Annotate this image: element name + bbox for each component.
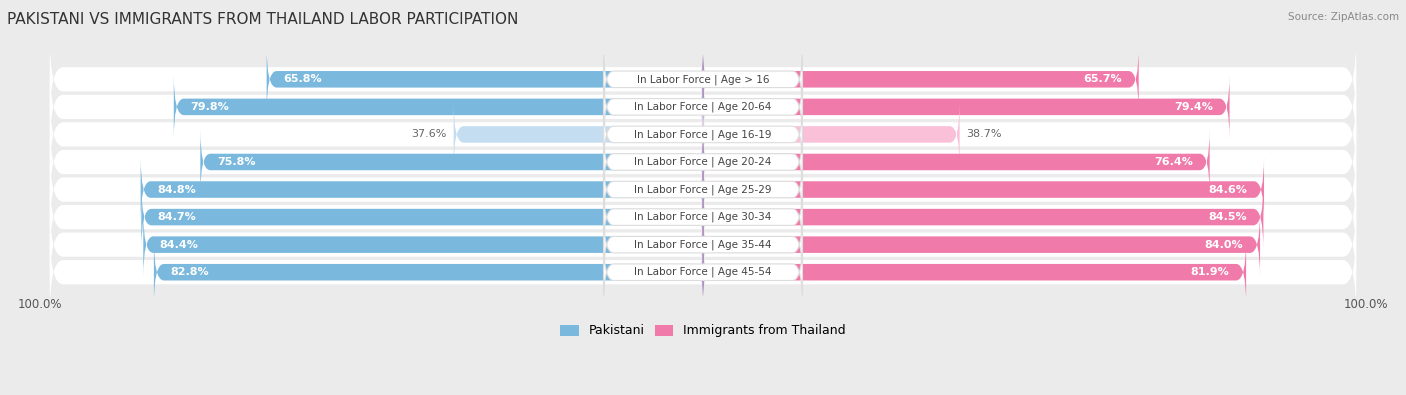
Text: 82.8%: 82.8% [170,267,209,277]
Text: 37.6%: 37.6% [412,130,447,139]
Text: 84.7%: 84.7% [157,212,197,222]
FancyBboxPatch shape [703,212,1260,278]
FancyBboxPatch shape [49,202,1357,288]
FancyBboxPatch shape [603,46,803,112]
Text: 75.8%: 75.8% [217,157,256,167]
Text: 84.0%: 84.0% [1205,240,1243,250]
FancyBboxPatch shape [603,239,803,305]
FancyBboxPatch shape [267,46,703,112]
FancyBboxPatch shape [703,46,1139,112]
Text: In Labor Force | Age 25-29: In Labor Force | Age 25-29 [634,184,772,195]
FancyBboxPatch shape [454,102,703,167]
FancyBboxPatch shape [200,129,703,195]
FancyBboxPatch shape [603,102,803,167]
FancyBboxPatch shape [603,156,803,223]
Text: 38.7%: 38.7% [966,130,1002,139]
FancyBboxPatch shape [49,174,1357,260]
Text: Source: ZipAtlas.com: Source: ZipAtlas.com [1288,12,1399,22]
FancyBboxPatch shape [49,119,1357,205]
FancyBboxPatch shape [49,229,1357,315]
FancyBboxPatch shape [153,239,703,305]
Text: 65.7%: 65.7% [1084,74,1122,84]
FancyBboxPatch shape [141,156,703,223]
FancyBboxPatch shape [703,102,960,167]
FancyBboxPatch shape [703,239,1246,305]
FancyBboxPatch shape [703,156,1264,223]
Text: In Labor Force | Age 35-44: In Labor Force | Age 35-44 [634,239,772,250]
Text: 65.8%: 65.8% [283,74,322,84]
Text: 79.4%: 79.4% [1174,102,1213,112]
FancyBboxPatch shape [703,74,1230,140]
Text: In Labor Force | Age > 16: In Labor Force | Age > 16 [637,74,769,85]
Text: In Labor Force | Age 20-64: In Labor Force | Age 20-64 [634,102,772,112]
Text: 84.6%: 84.6% [1209,184,1247,194]
FancyBboxPatch shape [49,36,1357,122]
FancyBboxPatch shape [703,184,1264,250]
FancyBboxPatch shape [603,129,803,195]
FancyBboxPatch shape [603,74,803,140]
Text: 79.8%: 79.8% [190,102,229,112]
FancyBboxPatch shape [141,184,703,250]
FancyBboxPatch shape [174,74,703,140]
FancyBboxPatch shape [703,129,1209,195]
Text: 81.9%: 81.9% [1191,267,1230,277]
Text: 76.4%: 76.4% [1154,157,1194,167]
Legend: Pakistani, Immigrants from Thailand: Pakistani, Immigrants from Thailand [555,320,851,342]
Text: In Labor Force | Age 30-34: In Labor Force | Age 30-34 [634,212,772,222]
FancyBboxPatch shape [49,64,1357,150]
Text: PAKISTANI VS IMMIGRANTS FROM THAILAND LABOR PARTICIPATION: PAKISTANI VS IMMIGRANTS FROM THAILAND LA… [7,12,519,27]
Text: In Labor Force | Age 20-24: In Labor Force | Age 20-24 [634,157,772,167]
FancyBboxPatch shape [49,147,1357,233]
Text: 84.5%: 84.5% [1208,212,1247,222]
Text: 84.4%: 84.4% [160,240,198,250]
FancyBboxPatch shape [603,184,803,250]
Text: In Labor Force | Age 45-54: In Labor Force | Age 45-54 [634,267,772,277]
Text: In Labor Force | Age 16-19: In Labor Force | Age 16-19 [634,129,772,140]
FancyBboxPatch shape [49,91,1357,177]
FancyBboxPatch shape [143,212,703,278]
FancyBboxPatch shape [603,212,803,278]
Text: 84.8%: 84.8% [157,184,195,194]
